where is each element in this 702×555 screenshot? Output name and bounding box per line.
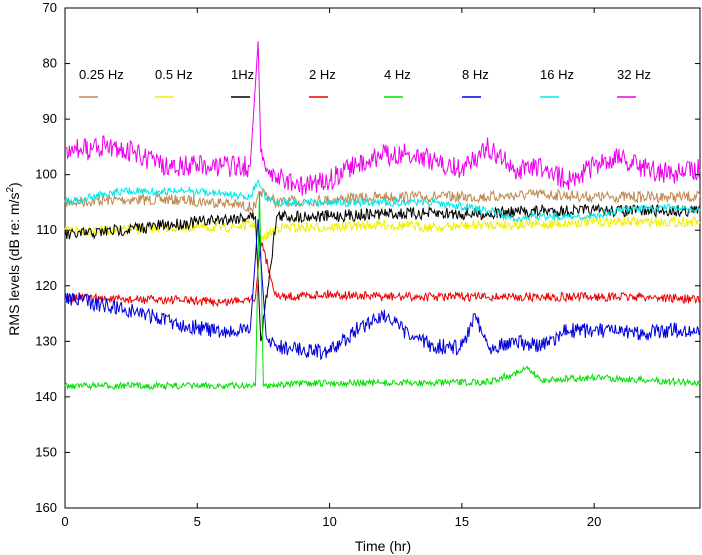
legend-label: 4 Hz [384, 67, 411, 82]
series-layer [64, 41, 701, 391]
x-tick-label: 20 [587, 514, 601, 529]
series-line-0.25hz [64, 188, 701, 213]
series-line-1hz [64, 203, 701, 342]
x-axis-title: Time (hr) [355, 538, 411, 554]
y-tick-label: 140 [35, 389, 57, 404]
y-tick-label: 70 [43, 0, 57, 15]
plot-area-border [64, 7, 701, 509]
legend-label: 0.5 Hz [155, 67, 193, 82]
series-line-16hz [65, 179, 701, 223]
x-tick-label: 10 [322, 514, 336, 529]
y-tick-label: 150 [35, 444, 57, 459]
legend: 0.25 Hz 0.5 Hz 1Hz 2 Hz 4 Hz 8 Hz 16 Hz 32 Hz [79, 67, 651, 98]
y-axis-title-main: RMS levels (dB re: m/s [6, 193, 22, 336]
y-tick-label: 80 [43, 56, 57, 71]
plot-frame [64, 7, 701, 509]
legend-label: 0.25 Hz [79, 67, 124, 82]
series-line-2hz [65, 241, 701, 308]
y-tick-label: 100 [35, 167, 57, 182]
x-tick-label: 5 [194, 514, 201, 529]
series-line-4hz [64, 191, 701, 391]
legend-label: 2 Hz [309, 67, 336, 82]
x-tick-label: 0 [61, 514, 68, 529]
x-axis-ticks: 0 5 10 15 20 [61, 8, 601, 529]
series-line-0.5hz [64, 215, 701, 243]
y-axis-title-superscript: 2 [5, 187, 16, 193]
y-axis-ticks: 70 80 90 100 110 120 130 140 150 160 [35, 0, 700, 515]
legend-label: 1Hz [231, 67, 254, 82]
legend-label: 32 Hz [617, 67, 651, 82]
legend-label: 16 Hz [540, 67, 574, 82]
y-tick-label: 110 [36, 222, 57, 237]
series-line-8hz [64, 219, 701, 361]
series-line-32hz [64, 41, 701, 196]
y-tick-label: 90 [43, 111, 57, 126]
y-tick-label: 160 [35, 500, 57, 515]
y-tick-label: 130 [35, 333, 57, 348]
x-tick-label: 15 [455, 514, 469, 529]
y-axis-title-tail: ) [6, 182, 22, 187]
legend-label: 8 Hz [462, 67, 489, 82]
y-tick-label: 120 [35, 278, 57, 293]
y-axis-title: RMS levels (dB re: m/s2) [5, 182, 22, 335]
